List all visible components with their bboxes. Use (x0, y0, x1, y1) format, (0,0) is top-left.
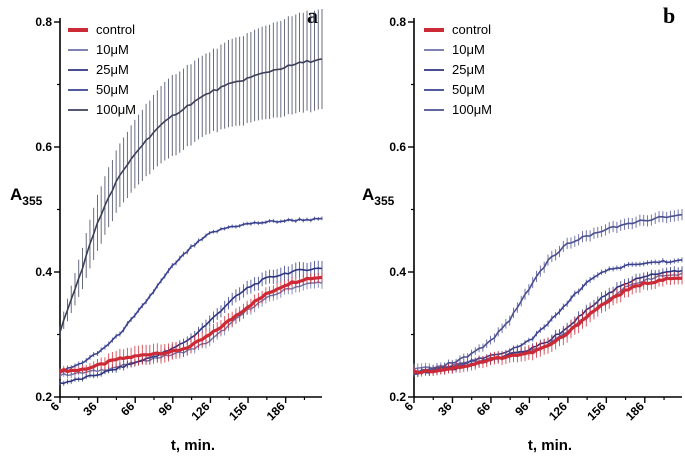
legend-label-2: 25μM (96, 62, 129, 77)
legend-label-0: control (96, 22, 135, 37)
x-axis-title: t, min. (171, 437, 215, 454)
series-line-4 (414, 213, 683, 373)
y-axis-title-base: A (10, 185, 22, 204)
x-tick-label: 186 (264, 399, 288, 423)
x-tick-label: 156 (584, 399, 608, 423)
series-line-1 (59, 281, 323, 377)
legend-label-4: 100μM (452, 102, 492, 117)
legend-label-3: 50μM (96, 82, 129, 97)
legend-label-1: 10μM (452, 42, 485, 57)
y-tick-label: 0.8 (389, 15, 406, 29)
series-line-4 (59, 58, 323, 333)
y-tick-label: 0.6 (35, 140, 52, 154)
series-4 (413, 209, 683, 376)
legend-label-4: 100μM (96, 102, 136, 117)
legend: control 10μM 25μM 50μM 100μM (68, 22, 136, 117)
series-line-3 (413, 259, 683, 374)
series-3 (413, 257, 683, 375)
x-tick-label: 186 (623, 399, 647, 423)
y-axis-title-base: A (362, 185, 374, 204)
legend-label-0: control (452, 22, 491, 37)
x-tick-label: 126 (188, 399, 212, 423)
y-tick-label: 0.2 (35, 390, 52, 404)
y-tick-label: 0.4 (35, 265, 52, 279)
series-line-0 (59, 275, 323, 374)
x-axis-title: t, min. (528, 437, 572, 454)
series-2 (59, 260, 323, 386)
series-4 (59, 8, 323, 339)
y-axis-title: A355 (362, 185, 395, 208)
legend: control 10μM 25μM 50μM 100μM (424, 22, 492, 117)
x-tick-label: 156 (226, 399, 250, 423)
x-tick-label: 126 (546, 399, 570, 423)
panel-letter: a (307, 3, 318, 28)
series-line-0 (413, 276, 683, 375)
legend-label-2: 25μM (452, 62, 485, 77)
y-axis-title: A355 (10, 185, 43, 208)
series-line-2 (59, 267, 323, 385)
series-line-3 (59, 217, 323, 374)
y-tick-label: 0.8 (35, 15, 52, 29)
panel-letter: b (663, 3, 675, 28)
y-axis-title-subscript: 355 (22, 194, 42, 208)
series-0 (413, 271, 683, 377)
legend-label-1: 10μM (96, 42, 129, 57)
y-tick-label: 0.6 (389, 140, 406, 154)
y-axis-title-subscript: 355 (374, 194, 394, 208)
y-tick-label: 0.4 (389, 265, 406, 279)
y-tick-label: 0.2 (389, 390, 406, 404)
series-0 (59, 272, 323, 376)
legend-label-3: 50μM (452, 82, 485, 97)
